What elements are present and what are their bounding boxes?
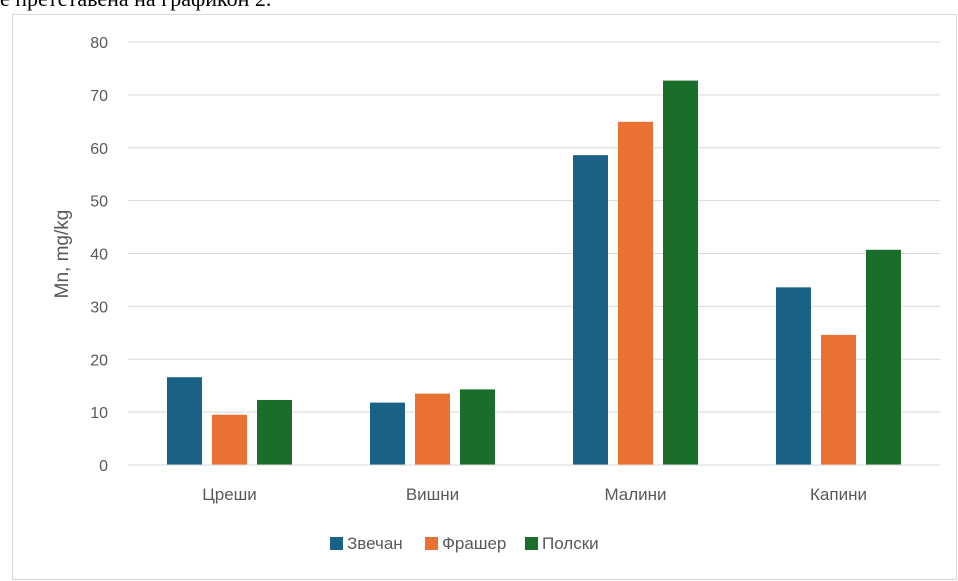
- bar-Фрашер-Цреши: [212, 414, 247, 465]
- x-category-label: Цреши: [202, 485, 257, 504]
- y-axis-title: Mn, mg/kg: [52, 210, 73, 299]
- y-tick-label: 40: [90, 247, 108, 264]
- legend-swatch-Полски: [525, 537, 538, 550]
- x-category-label: Малини: [604, 485, 666, 504]
- bar-Звечан-Цреши: [167, 377, 202, 465]
- bar-Звечан-Вишни: [370, 402, 405, 465]
- y-tick-label: 70: [90, 88, 108, 105]
- bar-Полски-Цреши: [257, 399, 292, 465]
- y-tick-label: 60: [90, 141, 108, 158]
- gridlines: [128, 41, 940, 413]
- legend-label: Полски: [542, 534, 599, 553]
- caption-text: е претставена на графикон 2.: [0, 0, 271, 12]
- y-axis-ticks: 0 10 20 30 40 50 60 70 80: [90, 35, 108, 475]
- y-tick-label: 80: [90, 35, 108, 52]
- bar-Фрашер-Вишни: [415, 393, 450, 465]
- x-category-label: Вишни: [406, 485, 459, 504]
- bar-Полски-Вишни: [460, 389, 495, 465]
- bar-Полски-Капини: [866, 249, 901, 465]
- x-category-label: Капини: [810, 485, 867, 504]
- legend-label: Звечан: [347, 534, 403, 553]
- bars: [167, 80, 901, 465]
- legend-label: Фрашер: [442, 534, 506, 553]
- y-tick-label: 0: [99, 458, 108, 475]
- legend: Звечан Фрашер Полски: [330, 534, 599, 553]
- x-axis-categories: Цреши Вишни Малини Капини: [202, 485, 867, 504]
- y-tick-label: 10: [90, 405, 108, 422]
- legend-swatch-Звечан: [330, 537, 343, 550]
- y-tick-label: 50: [90, 194, 108, 211]
- y-tick-label: 20: [90, 352, 108, 369]
- bar-Звечан-Малини: [573, 155, 608, 465]
- bar-Фрашер-Малини: [618, 121, 653, 465]
- bar-Звечан-Капини: [776, 287, 811, 465]
- bar-Полски-Малини: [663, 80, 698, 465]
- y-tick-label: 30: [90, 299, 108, 316]
- bar-Фрашер-Капини: [821, 334, 856, 465]
- legend-swatch-Фрашер: [425, 537, 438, 550]
